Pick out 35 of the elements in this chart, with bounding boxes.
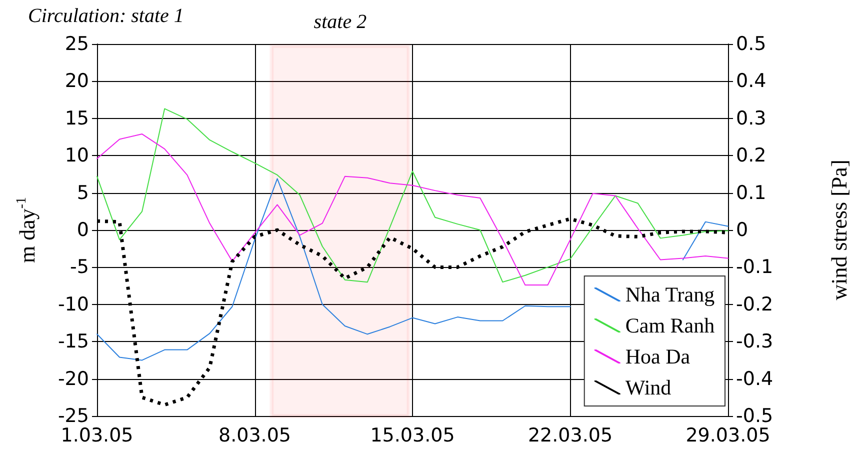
y2-tick-label: -0.3 bbox=[736, 330, 774, 353]
y-tick-label: -25 bbox=[58, 405, 89, 427]
y2-tick-label: 0.4 bbox=[736, 70, 766, 92]
y2-tick-label: -0.1 bbox=[736, 256, 774, 278]
text: Circulation: state 1 bbox=[28, 5, 184, 27]
y-tick-label: 10 bbox=[64, 144, 89, 167]
y-tick-label: -10 bbox=[58, 293, 89, 316]
x-tick-label: 15.03.05 bbox=[370, 424, 455, 446]
y-axis-title: m day-1 bbox=[14, 196, 40, 264]
y-tick-label: 0 bbox=[76, 219, 89, 241]
legend-label: Wind bbox=[625, 376, 672, 400]
x-tick-label: 8.03.05 bbox=[218, 424, 292, 446]
y-tick-label: 25 bbox=[64, 33, 89, 55]
legend-label: Nha Trang bbox=[625, 282, 716, 306]
x-tick-label: 22.03.05 bbox=[528, 424, 613, 446]
legend-label: Cam Ranh bbox=[625, 314, 716, 338]
y2-tick-label: 0.1 bbox=[736, 182, 766, 204]
y2-tick-label: 0 bbox=[736, 219, 748, 241]
legend-label: Hoa Da bbox=[625, 344, 691, 368]
x-tick-label: 1.03.05 bbox=[60, 424, 134, 446]
y2-tick-label: 0.3 bbox=[736, 107, 766, 130]
y2-tick-label: -0.5 bbox=[736, 405, 774, 427]
y2-tick-label: -0.4 bbox=[736, 368, 774, 390]
band-label: state 2 bbox=[314, 10, 367, 33]
y-tick-label: 15 bbox=[64, 107, 89, 130]
y2-tick-label: 0.5 bbox=[736, 33, 766, 55]
y-tick-label: -15 bbox=[58, 330, 89, 353]
y2-axis-title: wind stress [Pa] bbox=[826, 160, 852, 300]
y-tick-label: 5 bbox=[76, 182, 89, 204]
y-tick-label: -5 bbox=[70, 256, 89, 278]
y-tick-label: -20 bbox=[58, 368, 89, 390]
y2-tick-label: 0.2 bbox=[736, 144, 766, 167]
y-tick-label: 20 bbox=[64, 70, 89, 92]
y2-tick-label: -0.2 bbox=[736, 293, 774, 316]
x-tick-label: 29.03.05 bbox=[686, 424, 770, 446]
